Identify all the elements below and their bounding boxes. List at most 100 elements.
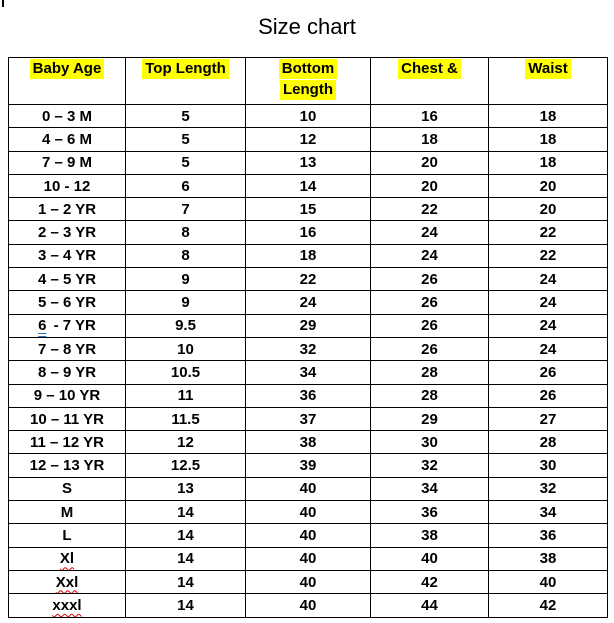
value-text: 10.5 bbox=[170, 363, 201, 381]
value-text: 22 bbox=[421, 200, 438, 218]
value-text: 40 bbox=[299, 503, 317, 521]
size-label-text: 8 – 9 YR bbox=[37, 363, 97, 381]
header-cell-1: Top Length bbox=[125, 57, 246, 105]
value-text: 14 bbox=[177, 550, 194, 568]
value-cell: 5 bbox=[125, 103, 246, 129]
value-cell: 8 bbox=[125, 220, 246, 245]
size-label-text: 3 – 4 YR bbox=[37, 247, 97, 265]
size-label-cell: 10 - 12 bbox=[8, 173, 126, 199]
value-text: 11 bbox=[177, 387, 194, 405]
size-label-cell: 7 – 9 M bbox=[8, 150, 126, 175]
value-text: 10 bbox=[177, 340, 194, 358]
table-row: 5 – 6 YR 9 24 26 24 bbox=[8, 290, 608, 315]
table-row: 7 – 8 YR 10 32 26 24 bbox=[8, 336, 608, 362]
table-row: M 14 40 36 34 bbox=[8, 500, 608, 525]
size-label-text: 1 – 2 YR bbox=[37, 200, 97, 218]
size-label-cell: 4 – 5 YR bbox=[8, 267, 126, 292]
value-text: 9 bbox=[181, 270, 190, 288]
value-text: 42 bbox=[539, 596, 557, 614]
value-text: 24 bbox=[539, 294, 557, 312]
header-row: Baby Age Top Length Bottom Length Chest & Wai… bbox=[8, 57, 608, 105]
value-text: 24 bbox=[539, 270, 557, 288]
header-line: Chest & bbox=[372, 59, 488, 79]
value-cell: 24 bbox=[370, 220, 489, 245]
value-cell: 26 bbox=[370, 267, 489, 292]
value-cell: 14 bbox=[125, 593, 246, 618]
value-text: 9.5 bbox=[175, 317, 196, 335]
size-label-text: 10 - 12 bbox=[43, 177, 91, 195]
value-cell: 24 bbox=[370, 243, 489, 269]
value-text: 20 bbox=[539, 200, 557, 218]
table-row: 8 – 9 YR 10.5 34 28 26 bbox=[8, 360, 608, 385]
value-text: 14 bbox=[299, 177, 317, 195]
value-cell: 15 bbox=[245, 197, 371, 222]
value-text: 28 bbox=[421, 363, 438, 381]
value-cell: 20 bbox=[488, 173, 608, 199]
value-cell: 30 bbox=[370, 430, 489, 455]
value-text: 38 bbox=[421, 526, 438, 544]
size-label-cell: 1 – 2 YR bbox=[8, 197, 126, 222]
value-cell: 40 bbox=[245, 593, 371, 618]
value-text: 29 bbox=[421, 410, 438, 428]
value-text: 30 bbox=[421, 433, 438, 451]
value-text: 13 bbox=[299, 154, 317, 172]
value-cell: 18 bbox=[370, 127, 489, 152]
value-cell: 6 bbox=[125, 173, 246, 199]
table-row: 3 – 4 YR 8 18 24 22 bbox=[8, 243, 608, 269]
value-text: 18 bbox=[539, 107, 557, 125]
value-text: 38 bbox=[299, 433, 317, 451]
value-cell: 20 bbox=[488, 197, 608, 222]
header-label-highlight: Length bbox=[280, 80, 336, 100]
value-text: 40 bbox=[299, 526, 317, 544]
value-text: 38 bbox=[539, 550, 557, 568]
value-text: 26 bbox=[539, 387, 557, 405]
table-row: 10 - 12 6 14 20 20 bbox=[8, 173, 608, 199]
value-text: 5 bbox=[181, 130, 190, 148]
table-row: 9 – 10 YR 11 36 28 26 bbox=[8, 383, 608, 408]
value-text: 14 bbox=[177, 526, 194, 544]
value-cell: 12.5 bbox=[125, 453, 246, 478]
value-cell: 24 bbox=[488, 290, 608, 315]
value-text: 18 bbox=[299, 247, 317, 265]
value-text: 14 bbox=[177, 596, 194, 614]
value-cell: 26 bbox=[370, 290, 489, 315]
value-cell: 26 bbox=[488, 360, 608, 385]
page-title: Size chart bbox=[258, 14, 356, 39]
value-cell: 14 bbox=[125, 546, 246, 571]
value-cell: 10 bbox=[125, 336, 246, 362]
table-row: 4 – 5 YR 9 22 26 24 bbox=[8, 267, 608, 292]
value-cell: 5 bbox=[125, 150, 246, 175]
value-cell: 24 bbox=[488, 336, 608, 362]
value-text: 40 bbox=[299, 573, 317, 591]
value-text: 16 bbox=[421, 107, 438, 125]
value-text: 42 bbox=[421, 573, 438, 591]
value-cell: 16 bbox=[370, 103, 489, 129]
size-label-cell: Xl bbox=[8, 546, 126, 571]
table-row: L 14 40 38 36 bbox=[8, 523, 608, 548]
value-text: 9 bbox=[181, 294, 190, 312]
size-label-text: - 7 YR bbox=[49, 317, 96, 335]
value-text: 6 bbox=[181, 177, 190, 195]
size-label-cell: L bbox=[8, 523, 126, 548]
grammar-marked-text: 6 bbox=[38, 317, 47, 335]
value-text: 16 bbox=[299, 224, 317, 242]
value-text: 27 bbox=[539, 410, 557, 428]
value-cell: 38 bbox=[245, 430, 371, 455]
size-label-cell: 9 – 10 YR bbox=[8, 383, 126, 408]
value-text: 13 bbox=[177, 480, 194, 498]
value-text: 12 bbox=[299, 130, 317, 148]
value-text: 26 bbox=[421, 270, 438, 288]
value-text: 26 bbox=[421, 294, 438, 312]
size-label-text: 9 – 10 YR bbox=[33, 387, 101, 405]
value-cell: 27 bbox=[488, 406, 608, 432]
value-text: 14 bbox=[177, 573, 194, 591]
value-text: 32 bbox=[421, 457, 438, 475]
value-cell: 34 bbox=[370, 476, 489, 502]
value-cell: 24 bbox=[245, 290, 371, 315]
value-cell: 22 bbox=[488, 243, 608, 269]
value-cell: 37 bbox=[245, 406, 371, 432]
value-text: 20 bbox=[421, 177, 438, 195]
value-text: 32 bbox=[539, 480, 557, 498]
value-text: 24 bbox=[299, 294, 317, 312]
table-row: S 13 40 34 32 bbox=[8, 476, 608, 502]
